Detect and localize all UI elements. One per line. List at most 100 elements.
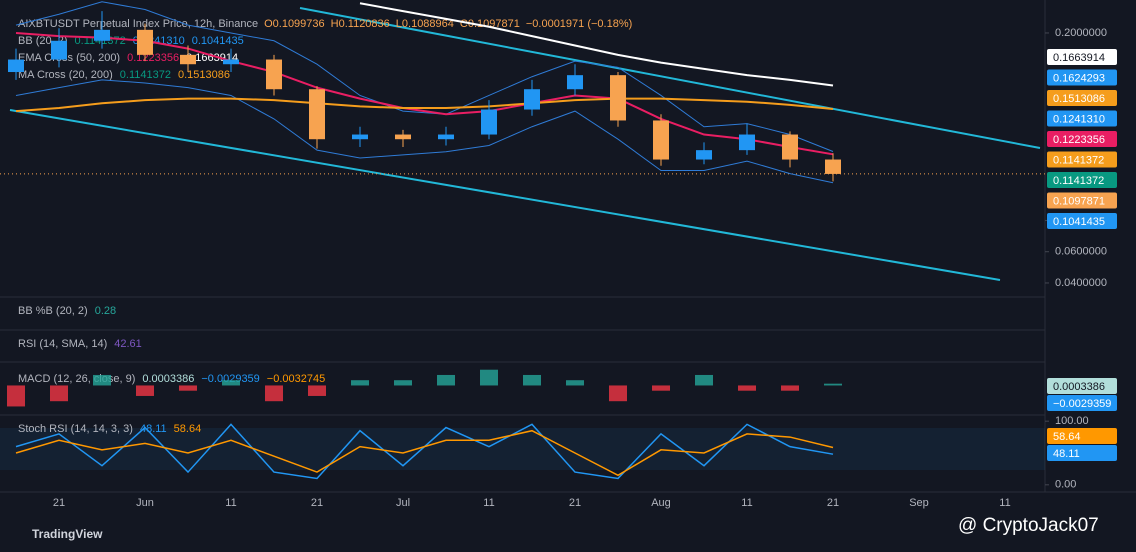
price-badge xyxy=(1047,213,1117,229)
price-badge xyxy=(1047,395,1117,411)
legend-title: AIXBTUSDT Perpetual Index Price, 12h, Bi… xyxy=(18,18,258,30)
indicator-value: 0.1141372 xyxy=(120,69,171,81)
price-badge xyxy=(1047,90,1117,106)
stoch-d xyxy=(15,429,834,477)
macd-bar xyxy=(93,374,111,386)
y-tick-label: 100.00 xyxy=(1055,415,1089,427)
brand: TradingView xyxy=(32,527,103,541)
macd-bar xyxy=(50,385,68,402)
y-tick-label: 0.0400000 xyxy=(1055,277,1107,289)
macd-bar xyxy=(781,385,799,391)
price-badge xyxy=(1047,172,1117,188)
x-tick-label: 21 xyxy=(311,497,323,509)
indicator-value: 0.1513086 xyxy=(178,69,230,81)
indicator-value: 0.1223356 xyxy=(127,52,179,64)
indicator-legend: MA Cross (20, 200) 0.1141372 0.1513086 xyxy=(18,69,230,81)
macd-bar xyxy=(394,380,412,386)
candle-body xyxy=(653,120,669,160)
price-badge-label: 0.1141372 xyxy=(1053,154,1104,166)
candle-body xyxy=(395,134,411,140)
price-badge xyxy=(1047,378,1117,394)
price-badge xyxy=(1047,110,1117,127)
indicator-value: 0.28 xyxy=(95,305,116,317)
macd-bar xyxy=(738,385,756,391)
macd-bar xyxy=(222,380,240,386)
price-badge-label: 0.1223356 xyxy=(1053,134,1105,146)
indicator-value: −0.0032745 xyxy=(267,373,325,385)
macd-bar xyxy=(523,374,541,386)
macd-bar xyxy=(179,385,197,391)
indicator-legend: RSI (14, SMA, 14) 42.61 xyxy=(18,338,142,350)
price-badge-label: 0.1141372 xyxy=(1053,175,1104,187)
price-badge xyxy=(1047,151,1117,168)
y-tick-label: 0.0600000 xyxy=(1055,246,1107,258)
ohlc-value: L0.1088964 xyxy=(396,18,454,30)
candle-body xyxy=(137,29,153,55)
candle-body xyxy=(567,75,583,90)
candle-body xyxy=(266,59,282,90)
indicator-value: 48.11 xyxy=(140,423,167,435)
price-badge-label: −0.0029359 xyxy=(1053,398,1111,410)
indicator-legend: BB %B (20, 2) 0.28 xyxy=(18,305,116,317)
indicator-value: 0.1041435 xyxy=(192,35,244,47)
price-badge xyxy=(1047,49,1117,65)
price-badge-label: 0.1041435 xyxy=(1053,216,1105,228)
candle-body xyxy=(481,109,497,135)
indicator-value: −0.0029359 xyxy=(201,373,259,385)
x-tick-label: Sep xyxy=(909,497,929,509)
macd-bar xyxy=(437,374,455,386)
macd-bar xyxy=(480,369,498,386)
candle-body xyxy=(352,134,368,140)
y-tick-label: 0.2000000 xyxy=(1055,27,1107,39)
candle-body xyxy=(524,89,540,110)
indicator-name: MACD (12, 26, close, 9) xyxy=(18,373,135,385)
price-badge-label: 48.11 xyxy=(1053,448,1080,460)
x-tick-label: Jul xyxy=(396,497,410,509)
credit: @ CryptoJack07 xyxy=(958,515,1099,536)
indicator-value: 42.61 xyxy=(114,338,142,350)
price-badge xyxy=(1047,428,1117,444)
candle-body xyxy=(51,40,67,60)
macd-bar xyxy=(652,385,670,391)
candle-body xyxy=(94,29,110,41)
indicator-name: EMA Cross (50, 200) xyxy=(18,52,120,64)
macd-bar xyxy=(609,385,627,402)
candle-body xyxy=(696,150,712,160)
macd-bar xyxy=(136,385,154,396)
stoch-band xyxy=(0,428,1045,470)
indicator-legend: MACD (12, 26, close, 9) 0.0003386 −0.00293… xyxy=(18,373,325,385)
price-badge-label: 0.1513086 xyxy=(1053,93,1105,105)
candle-body xyxy=(610,75,626,121)
price-badge-label: 0.1097871 xyxy=(1053,195,1105,207)
x-tick-label: 11 xyxy=(225,497,236,509)
candle-body xyxy=(438,134,454,140)
price-badge xyxy=(1047,69,1117,86)
x-tick-label: 11 xyxy=(741,497,752,509)
macd-bar xyxy=(308,385,326,396)
x-tick-label: 21 xyxy=(569,497,581,509)
trendline xyxy=(9,109,1001,281)
candle-body xyxy=(180,54,196,65)
macd-bar xyxy=(351,380,369,386)
indicator-name: BB %B (20, 2) xyxy=(18,305,88,317)
price-badge-label: 58.64 xyxy=(1053,431,1081,443)
macd-bar xyxy=(7,385,25,407)
x-tick-label: 11 xyxy=(999,497,1010,509)
candle-body xyxy=(8,59,24,73)
candle-body xyxy=(223,59,239,65)
macd-bar xyxy=(695,374,713,386)
x-tick-label: 21 xyxy=(53,497,65,509)
indicator-name: MA Cross (20, 200) xyxy=(18,69,113,81)
indicator-line xyxy=(359,2,834,87)
trendline xyxy=(299,7,1041,149)
x-tick-label: 21 xyxy=(827,497,839,509)
price-badge xyxy=(1047,192,1117,209)
x-tick-label: 11 xyxy=(483,497,494,509)
price-badge-label: 0.1241310 xyxy=(1053,113,1105,125)
indicator-value: 58.64 xyxy=(174,423,202,435)
candle-body xyxy=(739,134,755,151)
candle-body xyxy=(825,159,841,174)
price-badge xyxy=(1047,131,1117,147)
price-badge xyxy=(1047,445,1117,461)
indicator-name: RSI (14, SMA, 14) xyxy=(18,338,107,350)
